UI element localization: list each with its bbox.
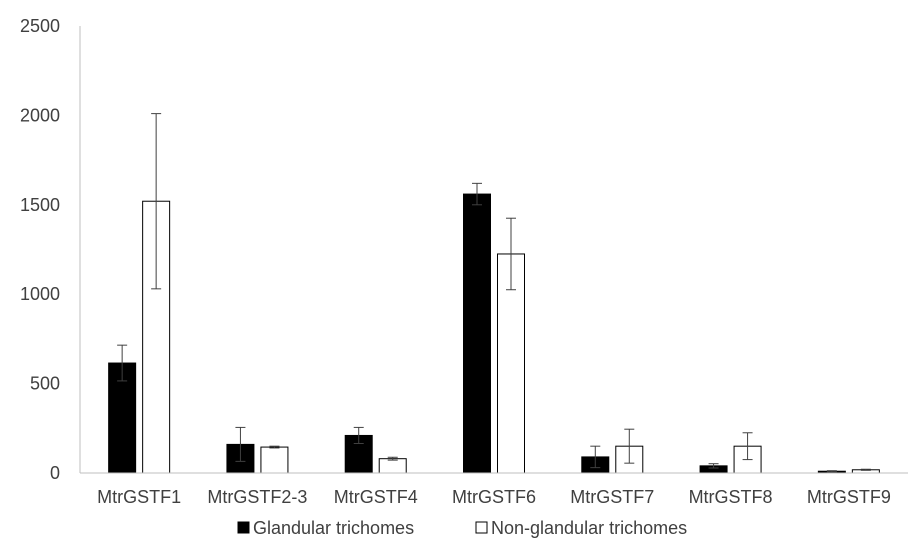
- y-tick-label: 2500: [20, 16, 60, 36]
- bar-glandular: [463, 193, 491, 474]
- y-tick-label: 1000: [20, 284, 60, 304]
- y-axis-ticks: 0 500 1000 1500 2000 2500: [20, 16, 60, 483]
- x-category-label: MtrGSTF9: [807, 487, 891, 507]
- y-tick-label: 2000: [20, 105, 60, 125]
- bar-glandular: [344, 434, 373, 474]
- x-category-label: MtrGSTF2-3: [207, 487, 307, 507]
- x-category-label: MtrGSTF6: [452, 487, 536, 507]
- y-tick-label: 1500: [20, 195, 60, 215]
- legend-swatch: [237, 521, 250, 534]
- bar-non-glandular: [260, 446, 289, 474]
- x-category-label: MtrGSTF8: [689, 487, 773, 507]
- bars: [108, 193, 880, 474]
- x-category-label: MtrGSTF7: [570, 487, 654, 507]
- x-category-label: MtrGSTF1: [97, 487, 181, 507]
- legend-label: Non-glandular trichomes: [491, 518, 687, 538]
- y-tick-label: 0: [50, 463, 60, 483]
- y-tick-label: 500: [30, 374, 60, 394]
- legend: Glandular trichomes Non-glandular trichom…: [237, 518, 687, 538]
- bar-non-glandular: [378, 458, 407, 474]
- x-category-label: MtrGSTF4: [334, 487, 418, 507]
- legend-label: Glandular trichomes: [253, 518, 414, 538]
- error-bars: [117, 113, 871, 473]
- x-axis-category-labels: MtrGSTF1 MtrGSTF2-3 MtrGSTF4 MtrGSTF6 MtrGST…: [97, 487, 891, 507]
- legend-swatch: [475, 521, 488, 534]
